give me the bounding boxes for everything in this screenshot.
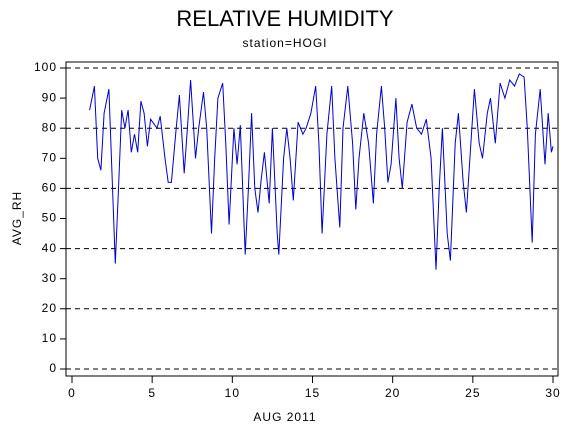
x-axis-label: AUG 2011 <box>253 410 316 424</box>
y-tick-label: 0 <box>49 361 57 375</box>
y-tick-label: 50 <box>42 211 57 225</box>
x-tick-label: 5 <box>148 386 156 400</box>
x-tick-label: 25 <box>465 386 480 400</box>
y-tick-label: 80 <box>42 120 57 134</box>
y-tick-label: 40 <box>42 241 57 255</box>
x-tick-label: 20 <box>385 386 400 400</box>
chart-subtitle: station=HOGI <box>242 36 327 50</box>
x-tick-label: 10 <box>225 386 240 400</box>
chart-title: RELATIVE HUMIDITY <box>176 6 394 31</box>
y-tick-label: 60 <box>42 181 57 195</box>
y-tick-label: 90 <box>42 90 57 104</box>
y-tick-label: 20 <box>42 301 57 315</box>
y-tick-label: 70 <box>42 150 57 164</box>
y-tick-label: 100 <box>34 60 57 74</box>
y-tick-label: 30 <box>42 271 57 285</box>
data-line <box>89 73 554 270</box>
x-tick-label: 30 <box>545 386 560 400</box>
x-tick-label: 0 <box>68 386 76 400</box>
y-axis-label: AVG_RH <box>10 191 24 245</box>
y-tick-label: 10 <box>42 331 57 345</box>
x-tick-label: 15 <box>305 386 320 400</box>
